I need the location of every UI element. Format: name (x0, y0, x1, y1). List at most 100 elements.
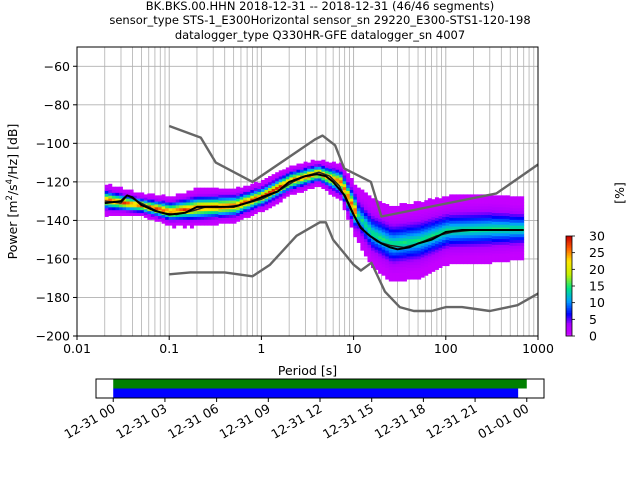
histogram-cell (442, 207, 447, 212)
histogram-cell (520, 225, 525, 229)
histogram-cell (133, 206, 138, 211)
histogram-cell (371, 241, 375, 245)
histogram-cell (420, 202, 425, 206)
histogram-cell (502, 204, 507, 208)
histogram-cell (392, 214, 397, 218)
histogram-cell (193, 196, 198, 200)
chart-title-line-2: sensor_type STS-1_E300Horizontal sensor_… (109, 13, 531, 27)
histogram-cell (445, 251, 450, 255)
histogram-cell (410, 273, 415, 277)
histogram-cell (395, 205, 400, 210)
histogram-cell (470, 257, 475, 262)
histogram-cell (456, 257, 461, 262)
histogram-cell (342, 183, 347, 188)
histogram-cell (232, 203, 237, 207)
histogram-cell (363, 198, 368, 202)
nlnm-line (169, 221, 539, 313)
histogram-cell (353, 225, 358, 229)
histogram-cell (381, 240, 386, 244)
histogram-cell (477, 197, 482, 201)
histogram-cell (349, 180, 354, 185)
histogram-cell (278, 190, 283, 194)
histogram-cell (434, 266, 439, 270)
histogram-cell (165, 199, 170, 203)
histogram-cell (307, 179, 312, 184)
histogram-cell (268, 196, 273, 200)
histogram-cell (395, 266, 400, 270)
histogram-cell (385, 256, 390, 260)
histogram-cell (516, 216, 521, 220)
histogram-cell (321, 179, 326, 184)
histogram-cell (381, 229, 386, 233)
histogram-cell (474, 223, 478, 227)
histogram-cell (438, 241, 443, 245)
histogram-cell (211, 219, 216, 223)
histogram-cell (239, 207, 244, 212)
histogram-cell (353, 187, 358, 191)
histogram-cell (307, 165, 312, 169)
histogram-cell (229, 217, 233, 221)
histogram-cell (395, 240, 400, 244)
histogram-cell (459, 237, 464, 242)
histogram-cell (147, 193, 152, 197)
histogram-cell (484, 249, 489, 253)
histogram-cell (115, 204, 120, 208)
histogram-cell (197, 202, 202, 206)
histogram-cell (175, 193, 180, 197)
histogram-cell (424, 231, 429, 236)
histogram-cell (300, 189, 304, 193)
histogram-cell (420, 233, 425, 238)
histogram-cell (232, 194, 237, 198)
histogram-cell (275, 195, 280, 199)
histogram-cell (189, 202, 194, 206)
histogram-cell (420, 216, 425, 220)
histogram-cell (154, 212, 159, 216)
histogram-cell (445, 219, 450, 223)
histogram-cell (126, 198, 131, 202)
histogram-cell (182, 213, 187, 217)
colorbar-segment (566, 297, 572, 300)
histogram-cell (204, 187, 209, 191)
histogram-cell (449, 243, 454, 247)
histogram-cell (229, 191, 233, 195)
histogram-cell (427, 215, 432, 219)
histogram-cell (413, 244, 418, 248)
histogram-cell (346, 204, 351, 209)
timeline-tick-label: 12-31 09 (217, 401, 273, 442)
histogram-cell (434, 240, 439, 244)
histogram-cell (481, 226, 486, 230)
histogram-cell (498, 230, 503, 234)
histogram-cell (420, 265, 425, 269)
histogram-cell (189, 219, 194, 223)
histogram-cell (321, 162, 326, 166)
histogram-cell (150, 202, 155, 206)
histogram-cell (491, 224, 496, 228)
histogram-cell (129, 204, 134, 208)
histogram-cell (126, 212, 131, 216)
histogram-cell (257, 188, 262, 192)
histogram-cell (264, 201, 269, 205)
histogram-cell (413, 258, 418, 263)
histogram-cell (452, 243, 457, 247)
histogram-cell (381, 205, 386, 210)
histogram-cell (328, 168, 333, 172)
histogram-cell (395, 229, 400, 233)
histogram-cell (250, 204, 255, 208)
histogram-cell (505, 195, 510, 199)
histogram-cell (502, 209, 507, 214)
histogram-cell (289, 165, 294, 169)
histogram-cell (413, 256, 418, 260)
histogram-cell (388, 266, 393, 270)
histogram-cell (349, 215, 354, 219)
histogram-cell (431, 248, 436, 252)
histogram-cell (410, 261, 415, 266)
histogram-cell (424, 249, 429, 253)
histogram-cell (406, 232, 411, 237)
histogram-cell (395, 246, 400, 250)
histogram-cell (250, 195, 255, 199)
histogram-cell (353, 210, 358, 215)
histogram-cell (349, 204, 354, 208)
histogram-cell (413, 209, 418, 214)
histogram-cell (395, 272, 400, 276)
histogram-cell (442, 213, 447, 217)
